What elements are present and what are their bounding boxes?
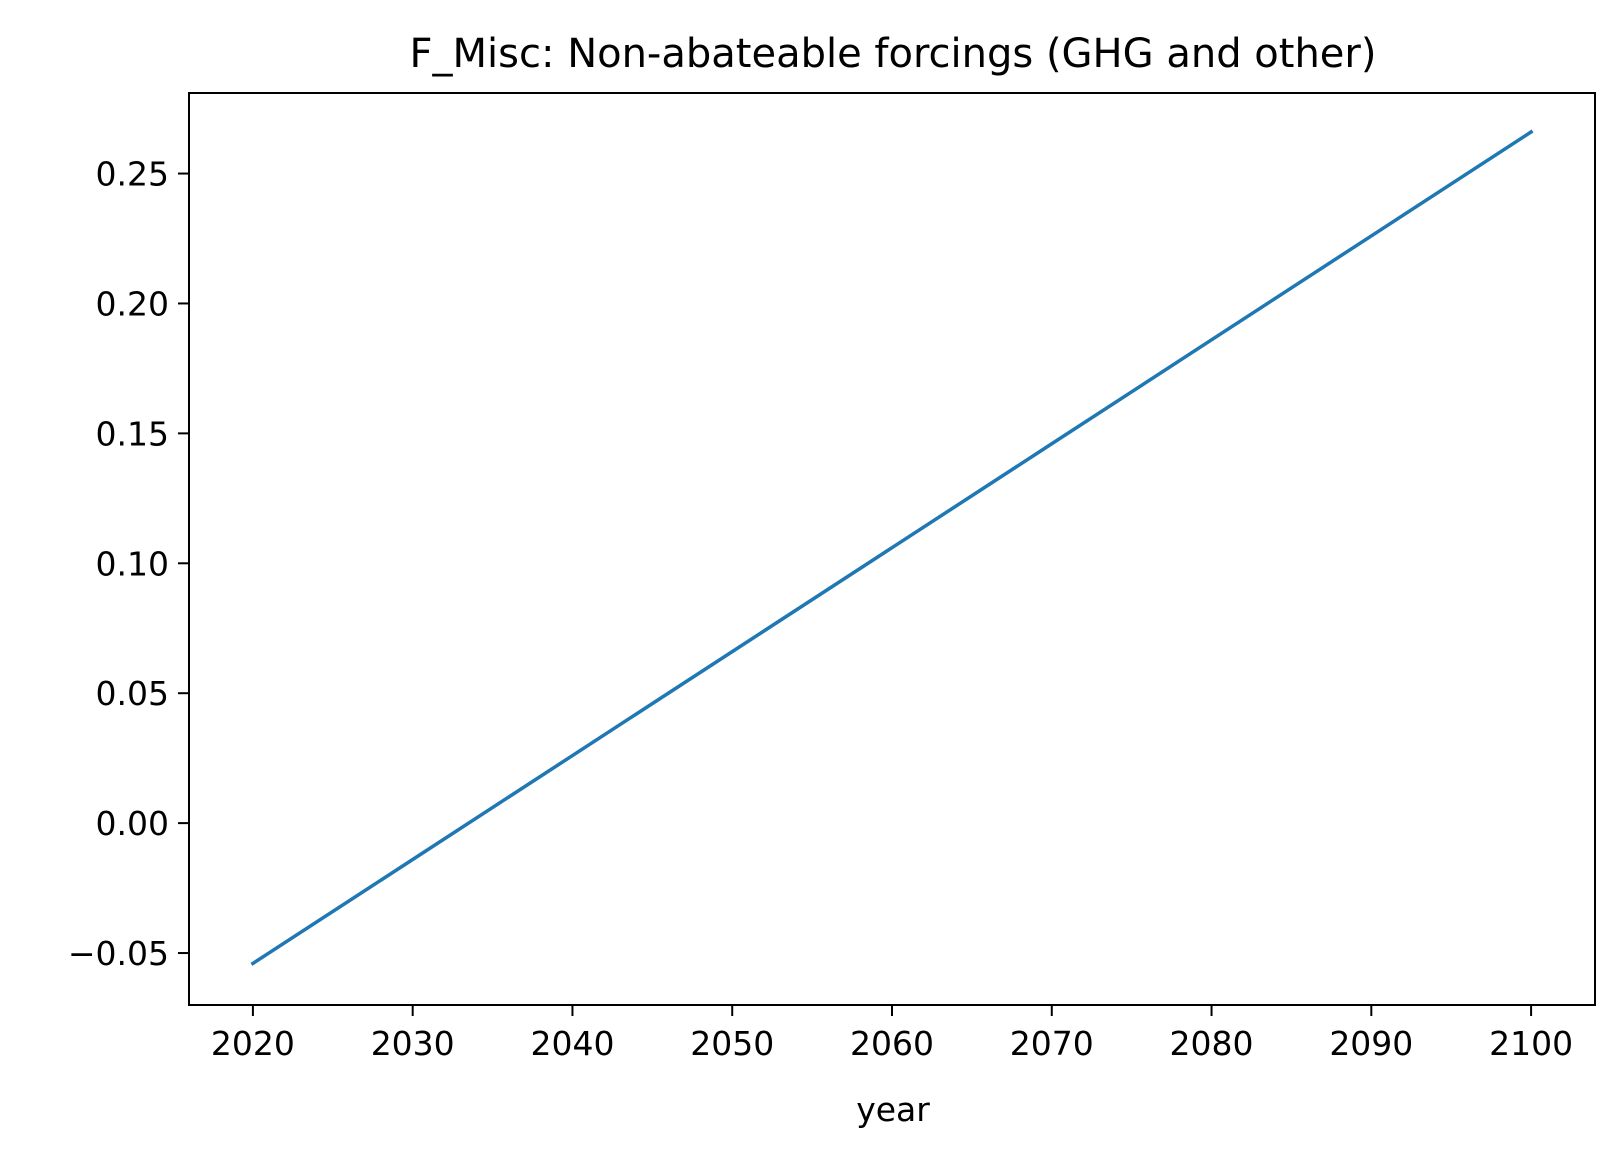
y-tick-label: 0.25 — [96, 155, 169, 194]
x-axis: 2020 2030 2040 2050 2060 2070 2080 2090 2100 — [211, 1005, 1573, 1063]
x-tick-label: 2030 — [371, 1024, 455, 1063]
x-tick-label: 2020 — [211, 1024, 295, 1063]
y-tick-label: −0.05 — [68, 934, 169, 973]
x-tick-label: 2080 — [1170, 1024, 1254, 1063]
y-tick-label: 0.20 — [96, 284, 169, 323]
y-tick-label: 0.00 — [96, 804, 169, 843]
y-tick-label: 0.10 — [96, 544, 169, 583]
x-tick-label: 2040 — [530, 1024, 614, 1063]
x-tick-label: 2070 — [1010, 1024, 1094, 1063]
y-tick-label: 0.15 — [96, 414, 169, 453]
plot-area — [188, 92, 1596, 1006]
series-line-0 — [250, 129, 1534, 966]
y-axis: −0.05 0.00 0.05 0.10 0.15 0.20 0.25 — [68, 155, 189, 973]
x-axis-label: year — [856, 1090, 930, 1129]
x-tick-label: 2090 — [1329, 1024, 1413, 1063]
y-tick-label: 0.05 — [96, 674, 169, 713]
x-tick-label: 2060 — [850, 1024, 934, 1063]
x-tick-label: 2050 — [690, 1024, 774, 1063]
x-tick-label: 2100 — [1489, 1024, 1573, 1063]
chart-title: F_Misc: Non-abateable forcings (GHG and … — [410, 31, 1377, 77]
